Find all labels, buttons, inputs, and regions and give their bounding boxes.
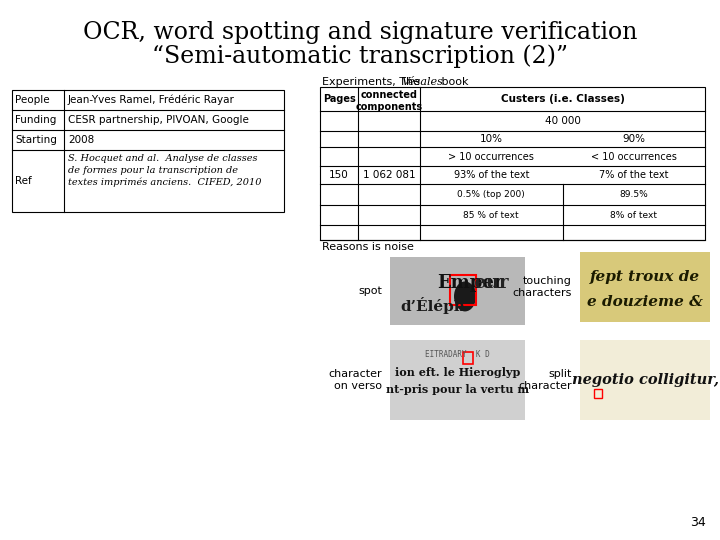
Text: touching
characters: touching characters xyxy=(513,276,572,298)
Text: 0.5% (top 200): 0.5% (top 200) xyxy=(457,190,525,199)
Text: Starting: Starting xyxy=(15,135,57,145)
Bar xyxy=(320,87,705,240)
Bar xyxy=(580,340,710,420)
Text: 2008: 2008 xyxy=(68,135,94,145)
Text: > 10 occurrences: > 10 occurrences xyxy=(449,152,534,161)
Text: connected
components: connected components xyxy=(356,90,423,112)
Text: character
on verso: character on verso xyxy=(328,369,382,391)
Text: spot: spot xyxy=(358,286,382,296)
Text: 90%: 90% xyxy=(622,134,645,144)
Text: 34: 34 xyxy=(690,516,706,529)
Text: EITRADARY  K D: EITRADARY K D xyxy=(425,350,490,359)
Text: People: People xyxy=(15,95,50,105)
Text: 85 % of text: 85 % of text xyxy=(464,211,519,219)
Text: CESR partnership, PIVOAN, Google: CESR partnership, PIVOAN, Google xyxy=(68,115,249,125)
Text: Pages: Pages xyxy=(323,94,356,104)
Text: “Semi-automatic transcription (2)”: “Semi-automatic transcription (2)” xyxy=(152,44,568,68)
Text: Reasons is noise: Reasons is noise xyxy=(322,242,414,252)
Text: split
character: split character xyxy=(518,369,572,391)
Text: Emper: Emper xyxy=(437,274,503,292)
Text: fept troux de: fept troux de xyxy=(590,269,700,284)
Text: negotio colligitur,: negotio colligitur, xyxy=(572,373,719,387)
Bar xyxy=(580,252,710,322)
Text: Vésales: Vésales xyxy=(401,77,443,87)
Bar xyxy=(390,340,525,420)
Text: book: book xyxy=(438,77,469,87)
Bar xyxy=(594,389,602,398)
Text: S. Hocquet and al.  Analyse de classes
de formes pour la transcription de
textes: S. Hocquet and al. Analyse de classes de… xyxy=(68,154,261,187)
Text: ion eft. le Hieroglyp: ion eft. le Hieroglyp xyxy=(395,367,520,377)
Bar xyxy=(12,90,284,212)
Text: d’Éléph: d’Éléph xyxy=(400,298,465,314)
Text: eur: eur xyxy=(437,274,509,292)
Text: Funding: Funding xyxy=(15,115,56,125)
Bar xyxy=(390,257,525,325)
Bar xyxy=(463,352,473,364)
Text: Experiments, The: Experiments, The xyxy=(322,77,423,87)
Text: Custers (i.e. Classes): Custers (i.e. Classes) xyxy=(500,94,624,104)
Text: Ref: Ref xyxy=(15,176,32,186)
Text: Jean-Yves Ramel, Frédéric Rayar: Jean-Yves Ramel, Frédéric Rayar xyxy=(68,94,235,105)
Text: 93% of the text: 93% of the text xyxy=(454,170,529,180)
Text: < 10 occurrences: < 10 occurrences xyxy=(591,152,677,161)
Text: 150: 150 xyxy=(329,171,349,180)
Text: 40 000: 40 000 xyxy=(544,116,580,126)
Text: 7% of the text: 7% of the text xyxy=(599,170,668,180)
Text: 1 062 081: 1 062 081 xyxy=(363,171,415,180)
Text: OCR, word spotting and signature verification: OCR, word spotting and signature verific… xyxy=(83,21,637,44)
Bar xyxy=(450,275,476,305)
Text: 8% of text: 8% of text xyxy=(611,211,657,219)
Text: 10%: 10% xyxy=(480,134,503,144)
Text: e douzieme &: e douzieme & xyxy=(587,295,703,309)
Text: nt-pris pour la vertu m: nt-pris pour la vertu m xyxy=(386,384,529,395)
Ellipse shape xyxy=(454,281,476,312)
Text: 89.5%: 89.5% xyxy=(619,190,648,199)
